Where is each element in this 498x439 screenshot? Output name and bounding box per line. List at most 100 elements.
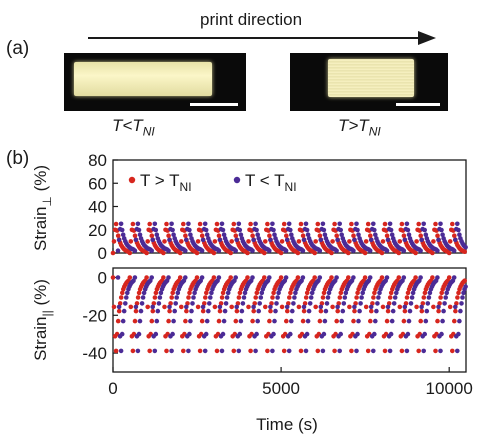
data-point-cold <box>219 221 225 227</box>
data-point-hot <box>161 275 166 280</box>
data-point-cold <box>439 331 444 337</box>
data-point-cold <box>455 348 460 354</box>
data-point-cold <box>175 290 181 296</box>
data-point-cold <box>409 295 415 300</box>
data-point-hot <box>212 239 218 244</box>
data-point-cold <box>341 301 347 306</box>
data-point-hot <box>278 250 284 256</box>
data-point-hot <box>170 290 175 296</box>
data-point-hot <box>430 275 435 280</box>
data-point-hot <box>439 290 445 296</box>
data-point-cold <box>186 348 191 354</box>
data-point-cold <box>426 295 432 300</box>
data-point-hot <box>402 308 408 314</box>
data-point-cold <box>444 290 450 296</box>
data-point-hot <box>270 295 275 300</box>
data-point-cold <box>216 275 222 280</box>
legend-marker-cold <box>233 176 241 184</box>
data-point-cold <box>289 232 294 237</box>
data-point-cold <box>271 227 276 233</box>
data-point-cold <box>439 227 444 233</box>
data-point-cold <box>391 301 397 306</box>
data-point-hot <box>447 304 453 310</box>
data-point-cold <box>356 232 361 237</box>
data-point-hot <box>346 250 351 256</box>
data-point-cold <box>169 221 174 227</box>
data-point-cold <box>440 232 445 237</box>
data-point-cold <box>300 275 306 280</box>
data-point-hot <box>168 301 173 306</box>
data-point-cold <box>322 232 328 237</box>
data-point-hot <box>199 318 205 324</box>
data-point-cold <box>451 275 457 280</box>
data-point-hot <box>179 239 184 244</box>
data-point-hot <box>351 318 356 324</box>
data-point-hot <box>355 290 360 296</box>
data-point-hot <box>385 308 391 314</box>
data-point-hot <box>414 304 419 310</box>
data-point-cold <box>375 301 380 306</box>
data-point-hot <box>365 221 371 227</box>
data-point-hot <box>279 304 285 310</box>
data-point-cold <box>255 232 260 237</box>
data-point-cold <box>118 221 124 227</box>
data-point-cold <box>190 301 195 306</box>
data-point-hot <box>267 318 272 324</box>
data-point-cold <box>463 284 468 289</box>
y-tick-label: 20 <box>88 221 107 240</box>
data-point-cold <box>153 331 159 337</box>
data-point-hot <box>234 308 240 314</box>
data-point-cold <box>167 237 172 243</box>
data-point-cold <box>186 221 191 227</box>
data-point-hot <box>262 275 267 280</box>
data-point-cold <box>216 248 222 253</box>
data-point-hot <box>403 301 409 306</box>
data-point-hot <box>338 290 344 296</box>
data-point-cold <box>354 348 359 354</box>
data-point-cold <box>394 290 399 296</box>
data-point-cold <box>234 237 239 243</box>
data-point-cold <box>436 237 441 243</box>
data-point-hot <box>363 304 369 310</box>
data-point-hot <box>169 295 174 300</box>
caption-below-tni: T<TNI <box>112 116 155 139</box>
data-point-hot <box>456 290 461 296</box>
data-point-cold <box>373 232 378 237</box>
x-tick-label: 5000 <box>262 379 300 398</box>
data-point-cold <box>183 248 188 253</box>
data-point-hot <box>452 318 457 324</box>
data-point-cold <box>120 232 126 237</box>
data-point-cold <box>203 227 209 233</box>
data-point-cold <box>453 237 458 243</box>
data-point-hot <box>130 348 136 354</box>
data-point-cold <box>368 304 374 310</box>
print-direction-label: print direction <box>200 10 303 29</box>
data-point-cold <box>388 331 394 337</box>
x-axis-label: Time (s) <box>256 415 318 434</box>
data-point-hot <box>452 233 457 238</box>
data-point-cold <box>384 275 390 280</box>
data-point-cold <box>157 295 163 300</box>
data-point-cold <box>453 304 458 310</box>
data-point-cold <box>284 237 290 243</box>
data-point-cold <box>276 290 281 296</box>
data-point-hot <box>300 318 306 324</box>
data-point-hot <box>380 304 386 310</box>
data-point-cold <box>419 237 424 243</box>
data-point-cold <box>238 318 244 324</box>
data-point-hot <box>315 348 321 354</box>
data-point-cold <box>250 275 255 280</box>
data-point-hot <box>269 301 274 306</box>
data-point-hot <box>186 295 191 300</box>
data-point-hot <box>418 233 424 238</box>
data-point-cold <box>404 221 410 227</box>
data-point-cold <box>274 301 279 306</box>
data-point-hot <box>194 275 200 280</box>
data-point-hot <box>128 304 134 310</box>
data-point-hot <box>113 221 119 227</box>
data-point-cold <box>254 331 259 337</box>
data-point-cold <box>239 308 245 314</box>
data-point-cold <box>253 221 258 227</box>
data-point-hot <box>250 318 255 324</box>
data-point-cold <box>188 232 193 237</box>
